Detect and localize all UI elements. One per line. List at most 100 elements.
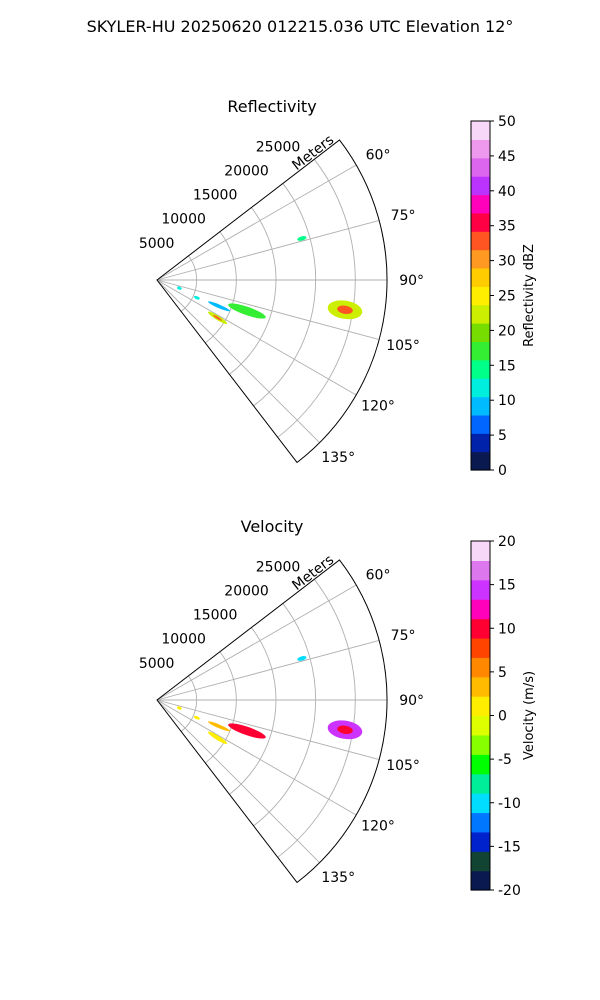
colorbar-segment [471, 231, 490, 251]
panels: Reflectivity500010000150002000025000Mete… [139, 97, 537, 899]
range-ring [253, 183, 317, 407]
colorbar-segment [471, 831, 490, 852]
range-tick-label: 15000 [193, 608, 238, 624]
echo-core-5 [213, 315, 222, 321]
panel-title: Reflectivity [227, 97, 316, 116]
colorbar-segment [471, 286, 490, 306]
colorbar: 0 5 10 15 20 25 30 35 40 45 50 Reflectivity dBZ [470, 114, 537, 479]
colorbar-segment [471, 851, 490, 872]
colorbar-tick-label: 15 [498, 578, 516, 594]
colorbar-segment [471, 378, 490, 398]
angle-tick-label: 60° [366, 568, 391, 584]
radial-gridline [156, 279, 320, 443]
angle-tick-label: 135° [321, 870, 355, 886]
radial-gridline [156, 584, 357, 701]
radial-gridline [156, 699, 320, 863]
colorbar-tick-label: -10 [498, 796, 521, 812]
colorbar-segment [471, 433, 490, 453]
colorbar-segment [471, 157, 490, 177]
radial-gridline [156, 279, 380, 340]
angle-tick-label: 105° [386, 758, 420, 774]
range-tick-label: 10000 [161, 212, 206, 228]
range-ring [253, 603, 317, 827]
echo-6 [193, 295, 200, 300]
colorbar-segment [471, 599, 490, 620]
colorbar-tick-label: 5 [498, 665, 507, 681]
echo-7 [177, 286, 182, 290]
range-tick-label: 25000 [256, 139, 301, 155]
colorbar-segment [471, 618, 490, 639]
range-ring [205, 651, 237, 764]
colorbar-segment [471, 267, 490, 287]
colorbar-tick-label: 15 [498, 358, 516, 374]
colorbar-tick-label: 50 [498, 114, 516, 130]
colorbar-segment [471, 812, 490, 833]
range-ring [229, 207, 277, 375]
colorbar: -20 -15 -10 -5 0 5 10 15 20 Velocity (m/s) [470, 534, 537, 899]
colorbar-tick-label: 5 [498, 428, 507, 444]
colorbar-segment [471, 414, 490, 434]
colorbar-tick-label: 20 [498, 534, 516, 550]
colorbar-segment [471, 396, 490, 416]
echo-4 [208, 721, 231, 732]
colorbar-segment [471, 754, 490, 775]
angle-tick-label: 60° [366, 148, 391, 164]
sector-frame [156, 559, 388, 884]
colorbar-segment [471, 696, 490, 717]
colorbar-segment [471, 212, 490, 232]
colorbar-segment [471, 870, 490, 891]
echo-5 [208, 731, 228, 744]
range-ring [277, 159, 356, 438]
sector-frame [156, 139, 388, 464]
colorbar-tick-label: -15 [498, 839, 521, 855]
colorbar-label: Reflectivity dBZ [522, 244, 537, 347]
angle-tick-label: 75° [391, 208, 416, 224]
colorbar-segment [471, 579, 490, 600]
echo-3 [228, 723, 266, 739]
angle-tick-label: 120° [361, 818, 395, 834]
angle-tick-label: 135° [321, 450, 355, 466]
colorbar-tick-label: 10 [498, 393, 516, 409]
radial-gridline [156, 699, 357, 816]
colorbar-segment [471, 451, 490, 471]
colorbar-segment [471, 139, 490, 159]
range-tick-label: 20000 [224, 163, 269, 179]
figure-title: SKYLER-HU 20250620 012215.036 UTC Elevat… [87, 17, 514, 36]
range-ring [277, 579, 356, 858]
range-tick-label: 10000 [161, 632, 206, 648]
angle-tick-label: 75° [391, 628, 416, 644]
colorbar-segment [471, 341, 490, 361]
colorbar-segment [471, 359, 490, 379]
colorbar-tick-label: 0 [498, 709, 507, 725]
colorbar-segment [471, 676, 490, 697]
colorbar-label: Velocity (m/s) [522, 671, 537, 760]
colorbar-segment [471, 194, 490, 214]
colorbar-tick-label: 45 [498, 149, 516, 165]
radial-gridline [156, 699, 380, 760]
echo-core-2 [337, 725, 353, 735]
range-ring [180, 675, 198, 732]
radial-gridline [156, 279, 357, 396]
colorbar-tick-label: 0 [498, 463, 507, 479]
colorbar-segment [471, 121, 490, 140]
colorbar-segment [471, 715, 490, 736]
angle-tick-label: 105° [386, 338, 420, 354]
echo-core-2 [337, 305, 353, 315]
colorbar-segment [471, 793, 490, 814]
polar-panel-1: Reflectivity500010000150002000025000Mete… [139, 97, 537, 479]
range-tick-label: 5000 [139, 236, 175, 252]
echo-3 [228, 303, 266, 319]
angle-tick-label: 90° [399, 273, 424, 289]
range-ring [229, 627, 277, 795]
echo-1 [297, 236, 307, 241]
colorbar-tick-label: 10 [498, 621, 516, 637]
radial-gridline [156, 640, 380, 701]
echo-6 [193, 715, 200, 720]
angle-tick-label: 120° [361, 398, 395, 414]
range-ring [205, 231, 237, 344]
colorbar-segment [471, 323, 490, 343]
colorbar-tick-label: -20 [498, 883, 521, 899]
range-ring [180, 255, 198, 312]
